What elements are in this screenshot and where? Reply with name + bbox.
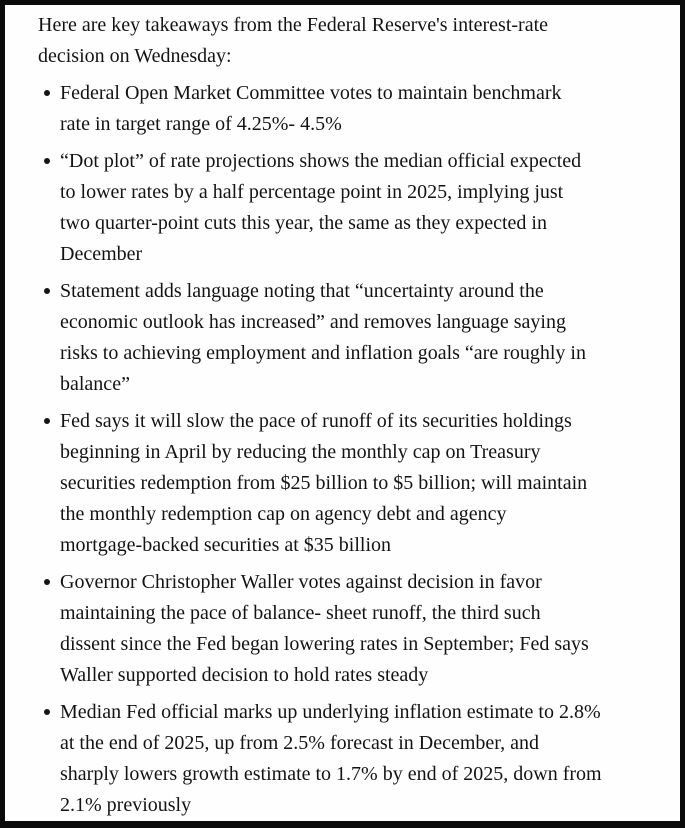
takeaways-list: Federal Open Market Committee votes to m… xyxy=(38,78,668,821)
bullet-icon xyxy=(44,579,50,585)
takeaway-text: Statement adds language noting that “unc… xyxy=(60,280,586,395)
takeaway-text: “Dot plot” of rate projections shows the… xyxy=(60,150,582,265)
takeaway-item: Statement adds language noting that “unc… xyxy=(38,276,668,400)
bullet-icon xyxy=(44,288,50,294)
bullet-icon xyxy=(44,418,50,424)
takeaway-item: “Dot plot” of rate projections shows the… xyxy=(38,146,668,270)
takeaway-item: Median Fed official marks up underlying … xyxy=(38,697,668,821)
takeaway-text: Median Fed official marks up underlying … xyxy=(60,701,602,816)
takeaway-item: Governor Christopher Waller votes agains… xyxy=(38,567,668,691)
takeaway-item: Federal Open Market Committee votes to m… xyxy=(38,78,668,140)
bullet-icon xyxy=(44,90,50,96)
takeaway-text: Fed says it will slow the pace of runoff… xyxy=(60,410,588,556)
takeaway-item: Fed says it will slow the pace of runoff… xyxy=(38,406,668,561)
takeaway-text: Governor Christopher Waller votes agains… xyxy=(60,571,589,686)
intro-paragraph: Here are key takeaways from the Federal … xyxy=(38,14,549,67)
bullet-icon xyxy=(44,158,50,164)
bullet-icon xyxy=(44,709,50,715)
takeaway-text: Federal Open Market Committee votes to m… xyxy=(60,82,562,135)
